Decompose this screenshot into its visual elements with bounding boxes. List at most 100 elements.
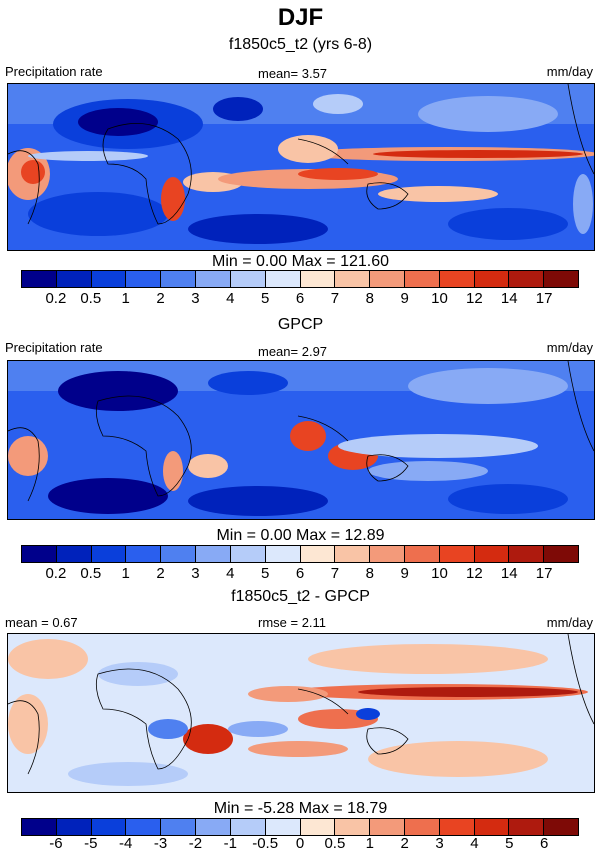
colorbar-swatch (196, 271, 231, 287)
colorbar-swatch (544, 546, 578, 562)
colorbar-tick-label: -1 (223, 835, 237, 852)
colorbar-tick-label: 0.2 (45, 290, 67, 307)
colorbar-swatch (300, 819, 336, 835)
colorbar-swatch (91, 819, 127, 835)
panel-2-colorbar-ticks: 0.2 0.5 1 2 3 4 5 6 7 8 9 10 12 14 17 (21, 565, 579, 583)
colorbar-tick-label: -0.5 (252, 835, 279, 852)
panel-1-map-field (8, 84, 594, 250)
colorbar-swatch (265, 819, 301, 835)
panel-1-minmax: Min = 0.00 Max = 121.60 (212, 253, 389, 270)
colorbar-tick-label: 0.5 (80, 565, 102, 582)
colorbar-tick-label: 0.5 (324, 835, 346, 852)
colorbar-swatch (404, 819, 440, 835)
colorbar-tick-label: 6 (295, 565, 305, 582)
panel-3-units-label: mm/day (546, 615, 593, 630)
colorbar-tick-label: 0.2 (45, 565, 67, 582)
panel-1-colorbar (21, 270, 579, 288)
colorbar-tick-label: 1 (121, 290, 130, 307)
colorbar-tick-label: 10 (431, 290, 448, 307)
colorbar-tick-label: 0.5 (80, 290, 102, 307)
colorbar-swatch (196, 819, 231, 835)
colorbar-swatch (265, 271, 301, 287)
colorbar-tick-label: 14 (500, 290, 518, 307)
colorbar-swatch (335, 271, 371, 287)
colorbar-tick-label: 5 (260, 290, 270, 307)
colorbar-swatch (230, 819, 266, 835)
colorbar-tick-label: 3 (435, 835, 444, 852)
panel-2-map-field (8, 361, 594, 519)
colorbar-swatch (22, 271, 57, 287)
colorbar-swatch (439, 271, 475, 287)
colorbar-tick-label: 8 (365, 565, 374, 582)
colorbar-tick-label: 7 (330, 565, 340, 582)
panel-1-map (7, 83, 595, 251)
colorbar-tick-label: 6 (295, 290, 305, 307)
colorbar-tick-label: 12 (466, 290, 483, 307)
colorbar-tick-label: 1 (121, 565, 130, 582)
colorbar-tick-label: 4 (226, 290, 235, 307)
panel-3-colorbar-ticks: -6 -5 -4 -3 -2 -1 -0.5 0 0.5 1 2 3 4 5 6 (21, 835, 579, 853)
panel-2-mean-label: mean= 2.97 (258, 344, 328, 359)
colorbar-tick-label: 2 (156, 565, 165, 582)
panel-3-map (7, 633, 595, 793)
panel-2-minmax: Min = 0.00 Max = 12.89 (216, 527, 385, 544)
colorbar-tick-label: 2 (156, 290, 165, 307)
colorbar-swatch (544, 819, 578, 835)
colorbar-swatch (544, 271, 578, 287)
colorbar-tick-label: 9 (400, 290, 409, 307)
colorbar-swatch (370, 271, 405, 287)
colorbar-swatch (161, 546, 197, 562)
colorbar-tick-label: -6 (49, 835, 63, 852)
colorbar-tick-label: 8 (365, 290, 374, 307)
colorbar-tick-label: 12 (466, 565, 483, 582)
colorbar-swatch (509, 819, 545, 835)
colorbar-swatch (56, 271, 92, 287)
colorbar-swatch (91, 271, 127, 287)
panel-2-map (7, 360, 595, 520)
colorbar-tick-label: -5 (84, 835, 98, 852)
colorbar-swatch (196, 546, 231, 562)
colorbar-swatch (335, 546, 371, 562)
colorbar-swatch (509, 271, 545, 287)
colorbar-tick-label: 14 (500, 565, 518, 582)
colorbar-swatch (335, 819, 371, 835)
panel-2-colorbar (21, 545, 579, 563)
colorbar-swatch (474, 546, 510, 562)
panel-3-map-field (8, 634, 594, 792)
colorbar-tick-label: -2 (188, 835, 203, 852)
colorbar-tick-label: -4 (118, 835, 133, 852)
colorbar-tick-label: -3 (153, 835, 168, 852)
colorbar-swatch (300, 271, 336, 287)
panel-3-title: f1850c5_t2 - GPCP (231, 588, 370, 605)
colorbar-tick-label: 7 (330, 290, 340, 307)
panel-1-units-label: mm/day (546, 64, 593, 79)
colorbar-swatch (126, 271, 162, 287)
panel-1-mean-label: mean= 3.57 (258, 66, 328, 81)
colorbar-tick-label: 5 (260, 565, 270, 582)
colorbar-swatch (230, 546, 266, 562)
colorbar-swatch (404, 271, 440, 287)
colorbar-swatch (439, 546, 475, 562)
colorbar-swatch (474, 819, 510, 835)
colorbar-tick-label: 9 (400, 565, 409, 582)
colorbar-swatch (56, 546, 92, 562)
panel-2-units-label: mm/day (546, 340, 593, 355)
colorbar-tick-label: 17 (535, 565, 553, 582)
panel-2-title: GPCP (277, 316, 324, 333)
panel-2-variable-label: Precipitation rate (5, 340, 103, 355)
colorbar-tick-label: 10 (431, 565, 448, 582)
colorbar-tick-label: 0 (295, 835, 305, 852)
colorbar-tick-label: 3 (191, 290, 200, 307)
colorbar-tick-label: 4 (470, 835, 479, 852)
colorbar-tick-label: 3 (191, 565, 200, 582)
colorbar-swatch (126, 546, 162, 562)
colorbar-swatch (300, 546, 336, 562)
colorbar-swatch (404, 546, 440, 562)
colorbar-swatch (439, 819, 475, 835)
colorbar-tick-label: 6 (539, 835, 549, 852)
colorbar-swatch (56, 819, 92, 835)
colorbar-tick-label: 17 (535, 290, 553, 307)
colorbar-swatch (22, 546, 57, 562)
colorbar-swatch (265, 546, 301, 562)
panel-1-variable-label: Precipitation rate (5, 64, 103, 79)
